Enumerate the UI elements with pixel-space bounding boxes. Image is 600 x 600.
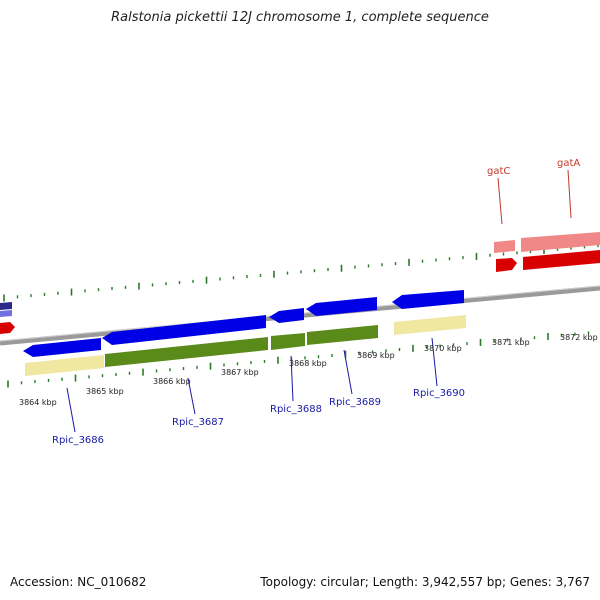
connector-rpic-3690 (431, 337, 438, 387)
gene-label-gatA[interactable]: gatA (557, 158, 580, 169)
reverse-gene-fragment-left-light (0, 310, 12, 317)
forward-gene-gatC[interactable] (494, 240, 515, 253)
reverse-gene-fragment-left (0, 302, 12, 310)
connector-rpic-3689 (343, 349, 353, 395)
forward-cds-gatA[interactable] (523, 250, 600, 270)
reverse-gene-bar-rpic-3690 (394, 315, 466, 335)
forward-cds-gatC[interactable] (496, 258, 517, 272)
scale-label-3869: 3869 kbp (357, 351, 395, 360)
scale-label-3871: 3871 kbp (492, 338, 530, 347)
connector-rpic-3688 (290, 355, 294, 402)
connector-gatC (497, 177, 503, 225)
gene-label-rpic-3687[interactable]: Rpic_3687 (172, 417, 224, 428)
scale-label-3865: 3865 kbp (86, 387, 124, 396)
reverse-gene-bar-rpic-3688 (271, 333, 305, 350)
connector-gatA (567, 169, 572, 219)
scale-label-3872: 3872 kbp (560, 333, 598, 342)
forward-gene-gatA[interactable] (521, 232, 600, 252)
connector-rpic-3687 (187, 377, 196, 415)
gene-label-rpic-3689[interactable]: Rpic_3689 (329, 397, 381, 408)
gene-label-rpic-3686[interactable]: Rpic_3686 (52, 435, 104, 446)
gene-label-gatC[interactable]: gatC (487, 166, 510, 177)
topology-summary: Topology: circular; Length: 3,942,557 bp… (260, 575, 590, 589)
scale-label-3866: 3866 kbp (153, 377, 191, 386)
connector-rpic-3686 (66, 387, 76, 433)
reverse-cds-rpic-3686[interactable] (23, 338, 101, 357)
reverse-cds-rpic-3687[interactable] (102, 315, 266, 345)
reverse-cds-rpic-3688[interactable] (269, 308, 304, 323)
forward-scale-ticks (3, 244, 599, 302)
reverse-gene-bar-rpic-3687 (105, 337, 268, 367)
scale-label-3870: 3870 kbp (424, 344, 462, 353)
scale-label-3868: 3868 kbp (289, 359, 327, 368)
scale-label-3867: 3867 kbp (221, 368, 259, 377)
scale-label-3864: 3864 kbp (19, 398, 57, 407)
reverse-gene-bar-rpic-3689 (307, 325, 378, 345)
accession-label: Accession: NC_010682 (10, 575, 147, 589)
gene-label-rpic-3690[interactable]: Rpic_3690 (413, 388, 465, 399)
reverse-gene-bar-rpic-3686 (25, 355, 104, 376)
forward-cds-fragment-left (0, 322, 15, 334)
reverse-scale-ticks (7, 331, 590, 388)
reverse-cds-rpic-3690[interactable] (392, 290, 464, 309)
reverse-cds-rpic-3689[interactable] (306, 297, 377, 316)
gene-label-rpic-3688[interactable]: Rpic_3688 (270, 404, 322, 415)
map-title: Ralstonia pickettii 12J chromosome 1, co… (111, 10, 489, 25)
